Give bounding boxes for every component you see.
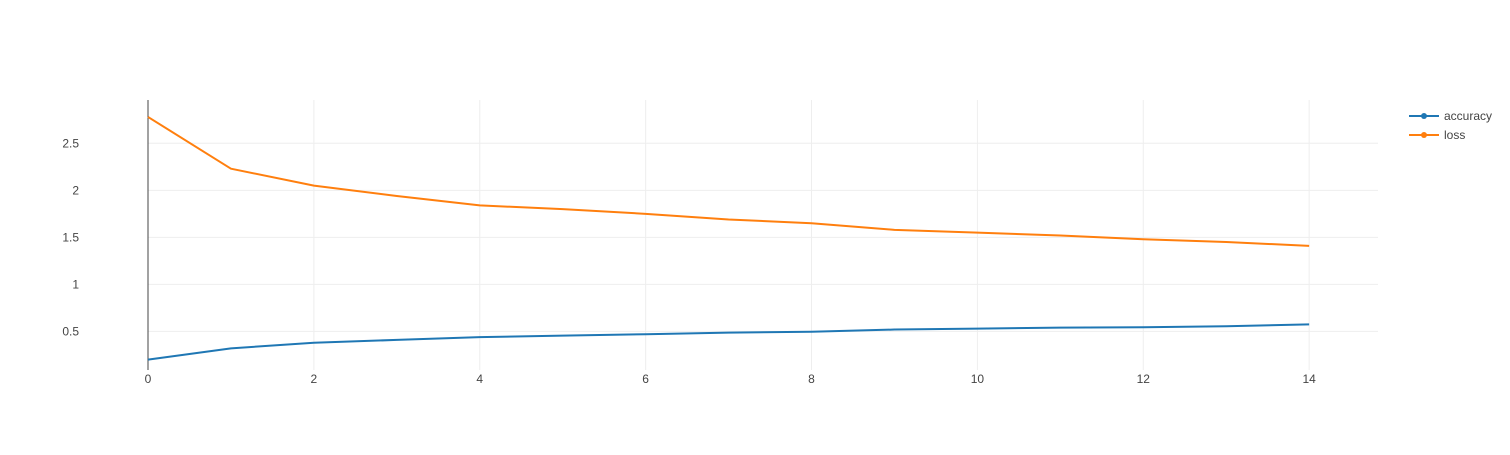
legend-label-accuracy: accuracy: [1444, 108, 1493, 123]
legend-swatch-accuracy: [1409, 112, 1439, 119]
x-tick-label: 4: [476, 372, 483, 386]
x-tick-label: 12: [1137, 372, 1151, 386]
legend-marker-accuracy: [1421, 112, 1427, 119]
legend-label-loss: loss: [1444, 127, 1466, 142]
y-tick-label: 2: [72, 183, 79, 197]
legend-swatch-loss: [1409, 131, 1439, 138]
y-tick-label: 0.5: [62, 324, 79, 338]
grid: [148, 100, 1378, 370]
y-tick-label: 1: [72, 277, 79, 291]
x-tick-label: 6: [642, 372, 649, 386]
y-tick-label: 2.5: [62, 136, 79, 150]
legend-marker-loss: [1421, 131, 1427, 138]
series-lines: [147, 116, 1310, 361]
series-line-accuracy[interactable]: [147, 323, 1310, 361]
legend-item-loss[interactable]: loss: [1405, 125, 1492, 144]
y-tick-label: 1.5: [62, 230, 79, 244]
x-tick-label: 14: [1302, 372, 1316, 386]
legend[interactable]: accuracy loss: [1405, 106, 1492, 144]
x-tick-label: 2: [311, 372, 318, 386]
x-tick-label: 0: [145, 372, 152, 386]
series-line-loss[interactable]: [147, 116, 1310, 247]
x-tick-label: 10: [971, 372, 985, 386]
tick-labels: 0 2 4 6 8 10 12 14 0.5 1 1.5 2 2.5: [62, 136, 1316, 386]
x-tick-label: 8: [808, 372, 815, 386]
legend-item-accuracy[interactable]: accuracy: [1405, 106, 1492, 125]
